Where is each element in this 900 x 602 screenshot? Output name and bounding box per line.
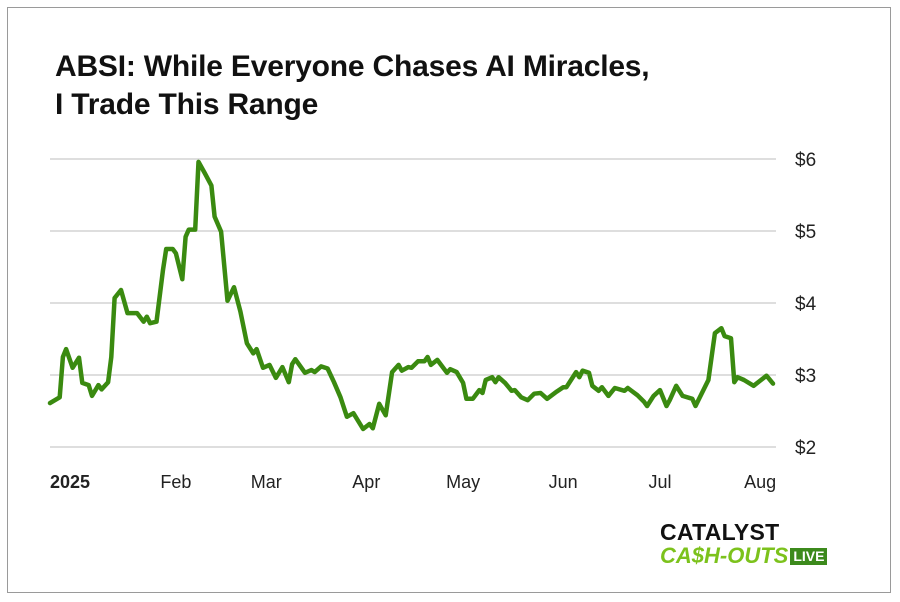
price-line [47,159,776,432]
logo-live-badge: LIVE [790,547,828,565]
y-tick-label: $6 [795,150,816,171]
y-tick-label: $3 [795,366,816,387]
y-tick-label: $4 [795,294,817,315]
chart-title: ABSI: While Everyone Chases AI Miracles,… [55,48,650,124]
chart-frame [7,7,891,593]
title-line-2: I Trade This Range [55,88,319,121]
logo-line-2: CA$H-OUTS [660,543,789,568]
x-tick-label: Jun [549,472,578,492]
y-tick-label: $5 [795,222,816,243]
x-tick-label: Jul [649,472,672,492]
logo-line-1: CATALYST [660,519,780,545]
x-tick-label: Aug [744,472,776,492]
y-tick-label: $2 [795,438,816,459]
catalyst-cashouts-logo: CATALYST CA$H-OUTS LIVE [660,519,828,568]
title-line-1: ABSI: While Everyone Chases AI Miracles, [55,50,650,83]
x-tick-label: Mar [251,472,282,492]
x-tick-label: May [446,472,480,492]
x-tick-label: Feb [160,472,191,492]
x-tick-label: Apr [352,472,380,492]
x-tick-label: 2025 [50,472,90,492]
